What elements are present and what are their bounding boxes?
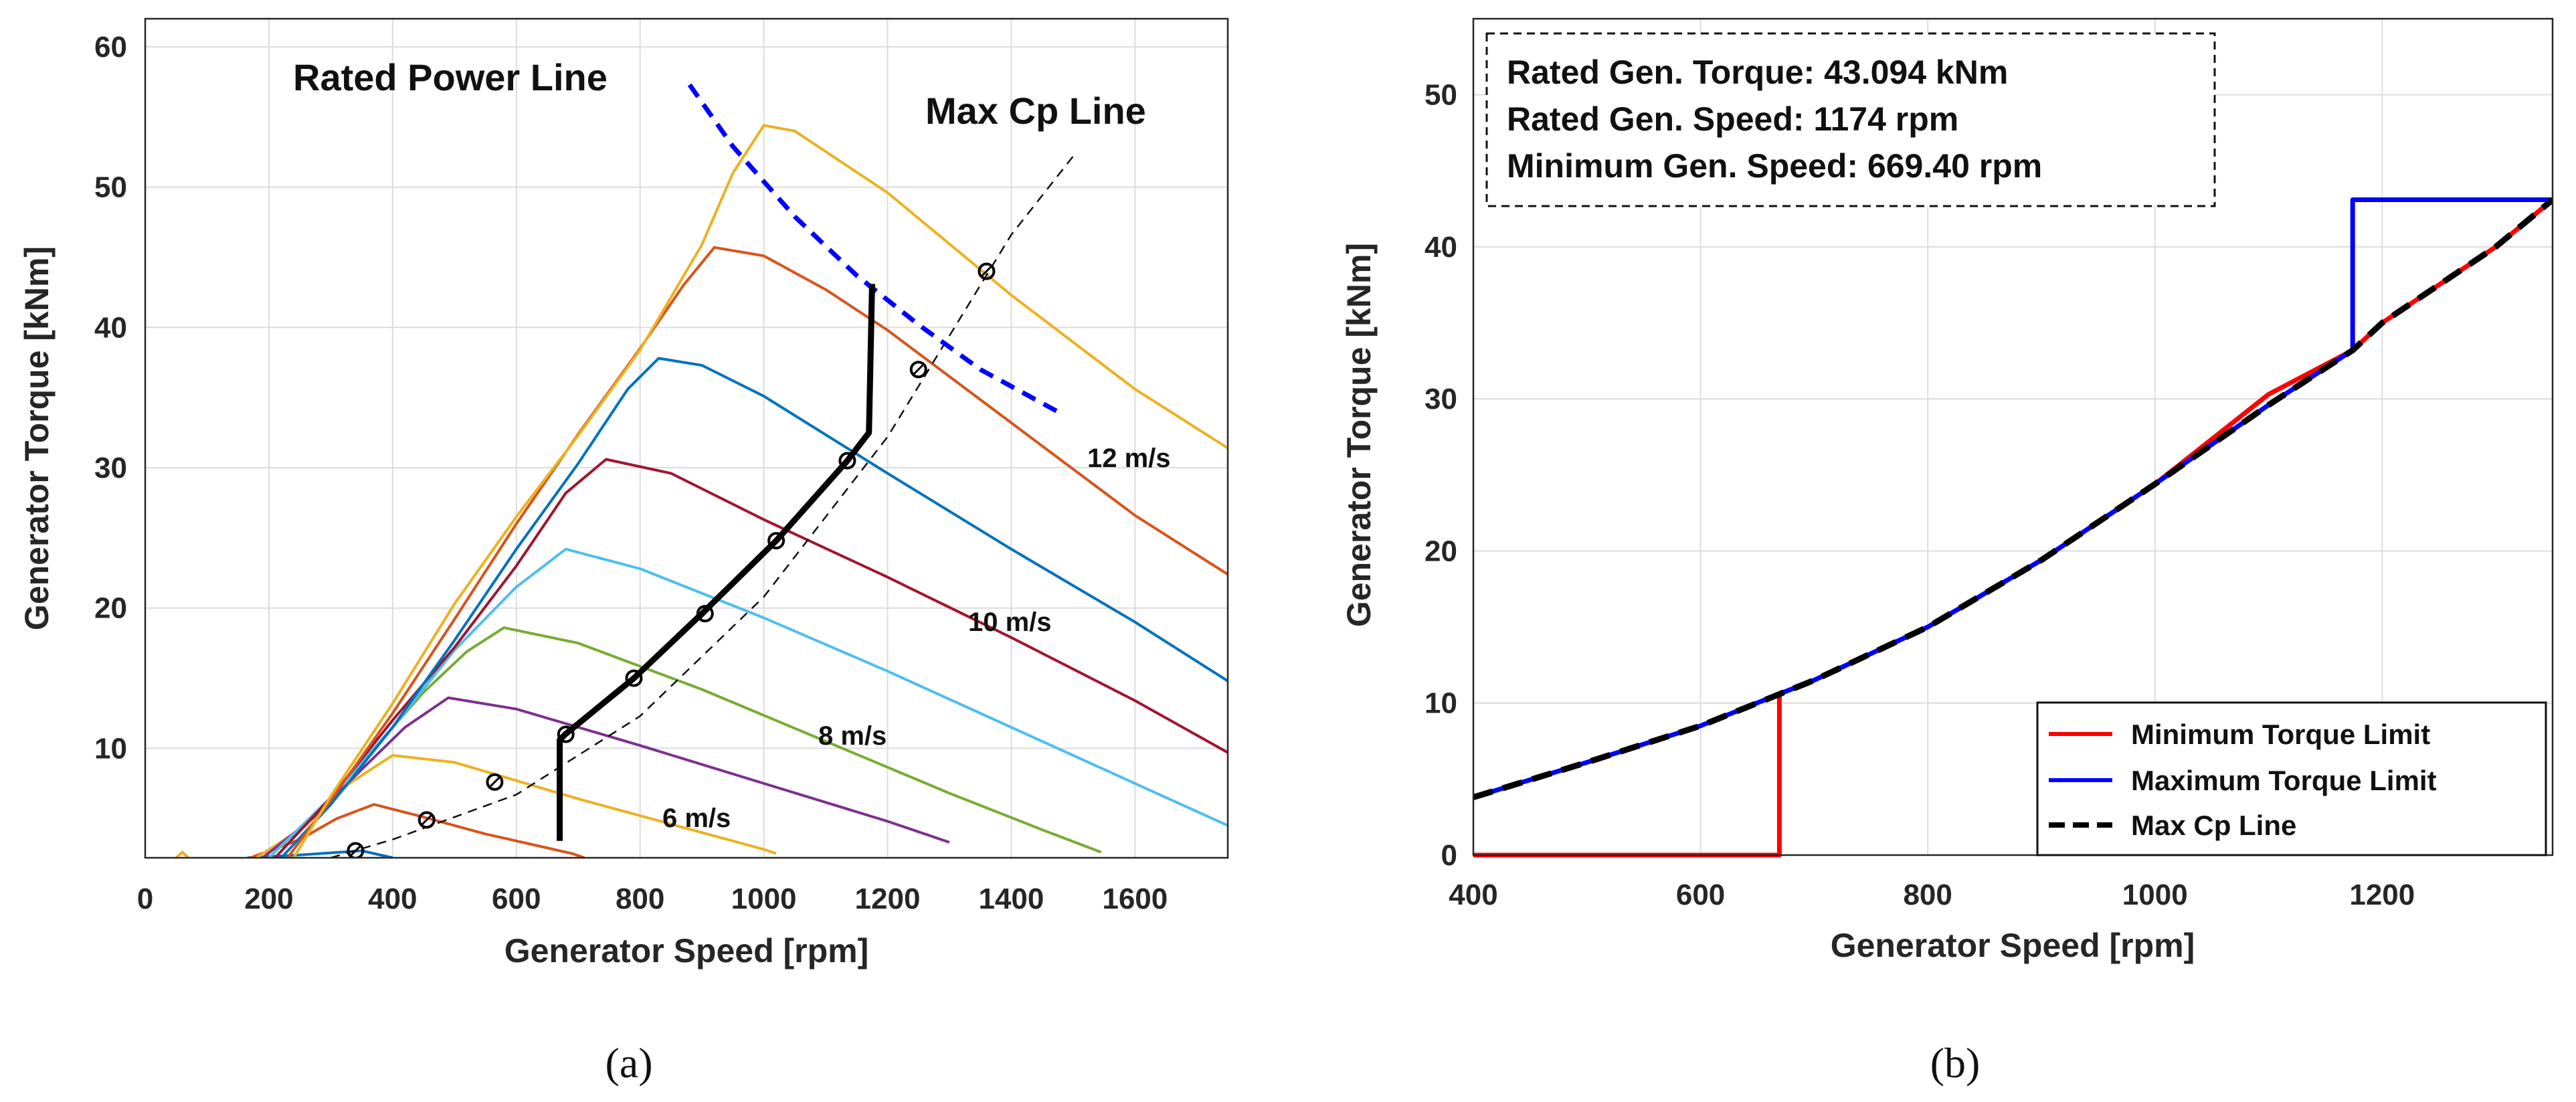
panel-b-plot-area bbox=[1473, 197, 2553, 858]
panel-a-xtick-label: 200 bbox=[244, 883, 293, 915]
panel-a-xlabel: Generator Speed [rpm] bbox=[504, 932, 869, 970]
operating-point-marker-slash bbox=[981, 266, 992, 277]
panel-a-plot-area bbox=[175, 83, 1228, 858]
operating-point-marker-slash bbox=[560, 729, 571, 740]
wind-speed-curve bbox=[274, 458, 1228, 858]
max-cp-line bbox=[331, 155, 1074, 858]
panel-b-ytick-label: 10 bbox=[1424, 687, 1457, 720]
panel-a-ytick-label: 40 bbox=[94, 311, 127, 344]
wind-speed-label-12: 12 m/s bbox=[1087, 444, 1171, 473]
info-min-speed: Minimum Gen. Speed: 669.40 rpm bbox=[1507, 147, 2042, 185]
info-box: Rated Gen. Torque: 43.094 kNm Rated Gen.… bbox=[1485, 32, 2216, 207]
panel-b-xtick-label: 600 bbox=[1676, 879, 1725, 911]
panel-a-axes-frame bbox=[144, 17, 1229, 859]
operating-point-marker bbox=[347, 842, 365, 858]
legend-label-max-torque: Maximum Torque Limit bbox=[2131, 765, 2437, 796]
operating-point-marker bbox=[978, 262, 996, 280]
operating-point-marker-slash bbox=[350, 845, 361, 856]
wind-speed-curve bbox=[286, 246, 1228, 858]
panel-b-tick-labels: 400 600 800 1000 1200 0 10 20 30 40 50 bbox=[1424, 79, 2415, 911]
operating-point-marker-slash bbox=[421, 814, 432, 826]
panel-b-ytick-label: 30 bbox=[1424, 383, 1457, 416]
operating-point-marker-slash bbox=[699, 608, 711, 620]
panel-a-xtick-label: 1400 bbox=[978, 883, 1044, 915]
max-cp-line-b bbox=[1473, 197, 2553, 800]
operating-line bbox=[557, 284, 875, 841]
operating-point-marker bbox=[767, 532, 786, 550]
panel-a-sublabel: (a) bbox=[605, 1039, 652, 1087]
legend-label-max-cp: Max Cp Line bbox=[2131, 810, 2296, 841]
panel-a: 0 200 400 600 800 1000 1200 1400 1600 10 20 30 40 50 6… bbox=[18, 17, 1229, 1087]
panel-b-axes-frame bbox=[1472, 17, 2554, 856]
info-rated-speed: Rated Gen. Speed: 1174 rpm bbox=[1507, 100, 1958, 138]
operating-point-marker bbox=[838, 452, 856, 470]
panel-b-ytick-label: 20 bbox=[1424, 535, 1457, 567]
wind-speed-curve bbox=[175, 850, 190, 858]
wind-speed-curve bbox=[262, 696, 950, 858]
wind-speed-label-8: 8 m/s bbox=[818, 721, 887, 751]
panel-b-ytick-label: 0 bbox=[1441, 839, 1457, 872]
rated-power-line-label: Rated Power Line bbox=[293, 56, 608, 98]
panel-a-xtick-label: 1000 bbox=[731, 883, 797, 915]
operating-point-marker bbox=[418, 811, 436, 829]
wind-speed-curve bbox=[247, 849, 393, 858]
panel-b-sublabel: (b) bbox=[1930, 1039, 1981, 1087]
panel-b-ytick-label: 50 bbox=[1424, 79, 1457, 112]
panel-a-ylabel: Generator Torque [kNm] bbox=[18, 246, 56, 630]
wind-speed-curve bbox=[292, 124, 1228, 858]
panel-b-xlabel: Generator Speed [rpm] bbox=[1831, 927, 2195, 964]
wind-speed-curve bbox=[280, 357, 1228, 858]
max-cp-line-label: Max Cp Line bbox=[925, 90, 1146, 132]
operating-point-marker-slash bbox=[771, 535, 782, 547]
operating-point-marker bbox=[696, 605, 714, 623]
panel-b-ytick-label: 40 bbox=[1424, 231, 1457, 264]
rated-power-line bbox=[687, 83, 1059, 414]
panel-a-xtick-label: 1200 bbox=[855, 883, 921, 915]
legend-label-min-torque: Minimum Torque Limit bbox=[2131, 719, 2430, 750]
operating-point-marker-slash bbox=[489, 776, 500, 788]
panel-a-ytick-label: 50 bbox=[94, 171, 127, 204]
panel-b-xtick-label: 800 bbox=[1903, 879, 1952, 911]
operating-point-marker bbox=[625, 669, 643, 687]
panel-b-ylabel: Generator Torque [kNm] bbox=[1340, 243, 1378, 627]
panel-a-ytick-label: 60 bbox=[94, 31, 127, 64]
panel-a-ytick-label: 20 bbox=[94, 592, 127, 625]
panel-a-xtick-label: 400 bbox=[368, 883, 417, 915]
wind-speed-curve bbox=[250, 803, 585, 858]
panel-b-xtick-label: 400 bbox=[1449, 879, 1497, 911]
wind-speed-label-6: 6 m/s bbox=[662, 804, 731, 833]
panel-b-xtick-label: 1200 bbox=[2349, 879, 2415, 911]
legend-frame bbox=[2036, 701, 2547, 856]
panel-b-xtick-label: 1000 bbox=[2122, 879, 2188, 911]
panel-b: 400 600 800 1000 1200 0 10 20 30 40 50 Generator S… bbox=[1340, 17, 2554, 1087]
info-rated-torque: Rated Gen. Torque: 43.094 kNm bbox=[1507, 54, 2008, 91]
operating-point-marker bbox=[486, 773, 504, 791]
panel-a-ytick-label: 10 bbox=[94, 732, 127, 765]
wind-speed-label-10: 10 m/s bbox=[968, 608, 1052, 637]
legend: Minimum Torque Limit Maximum Torque Limi… bbox=[2036, 701, 2547, 856]
operating-point-marker-slash bbox=[842, 455, 853, 466]
panel-a-xtick-label: 800 bbox=[616, 883, 664, 915]
operating-point-marker bbox=[909, 361, 927, 379]
panel-a-tick-labels: 0 200 400 600 800 1000 1200 1400 1600 10 20 30 40 50 6… bbox=[94, 31, 1168, 915]
panel-a-xtick-label: 600 bbox=[492, 883, 541, 915]
info-box-frame bbox=[1485, 32, 2216, 207]
panel-a-xtick-label: 0 bbox=[137, 883, 153, 915]
panel-a-grid bbox=[145, 19, 1228, 858]
operating-point-marker bbox=[557, 725, 575, 743]
panel-a-xtick-label: 1600 bbox=[1102, 883, 1168, 915]
operating-point-marker-slash bbox=[913, 364, 924, 375]
operating-point-marker-slash bbox=[628, 672, 640, 684]
wind-speed-curve bbox=[268, 547, 1228, 858]
panel-a-ytick-label: 30 bbox=[94, 452, 127, 484]
